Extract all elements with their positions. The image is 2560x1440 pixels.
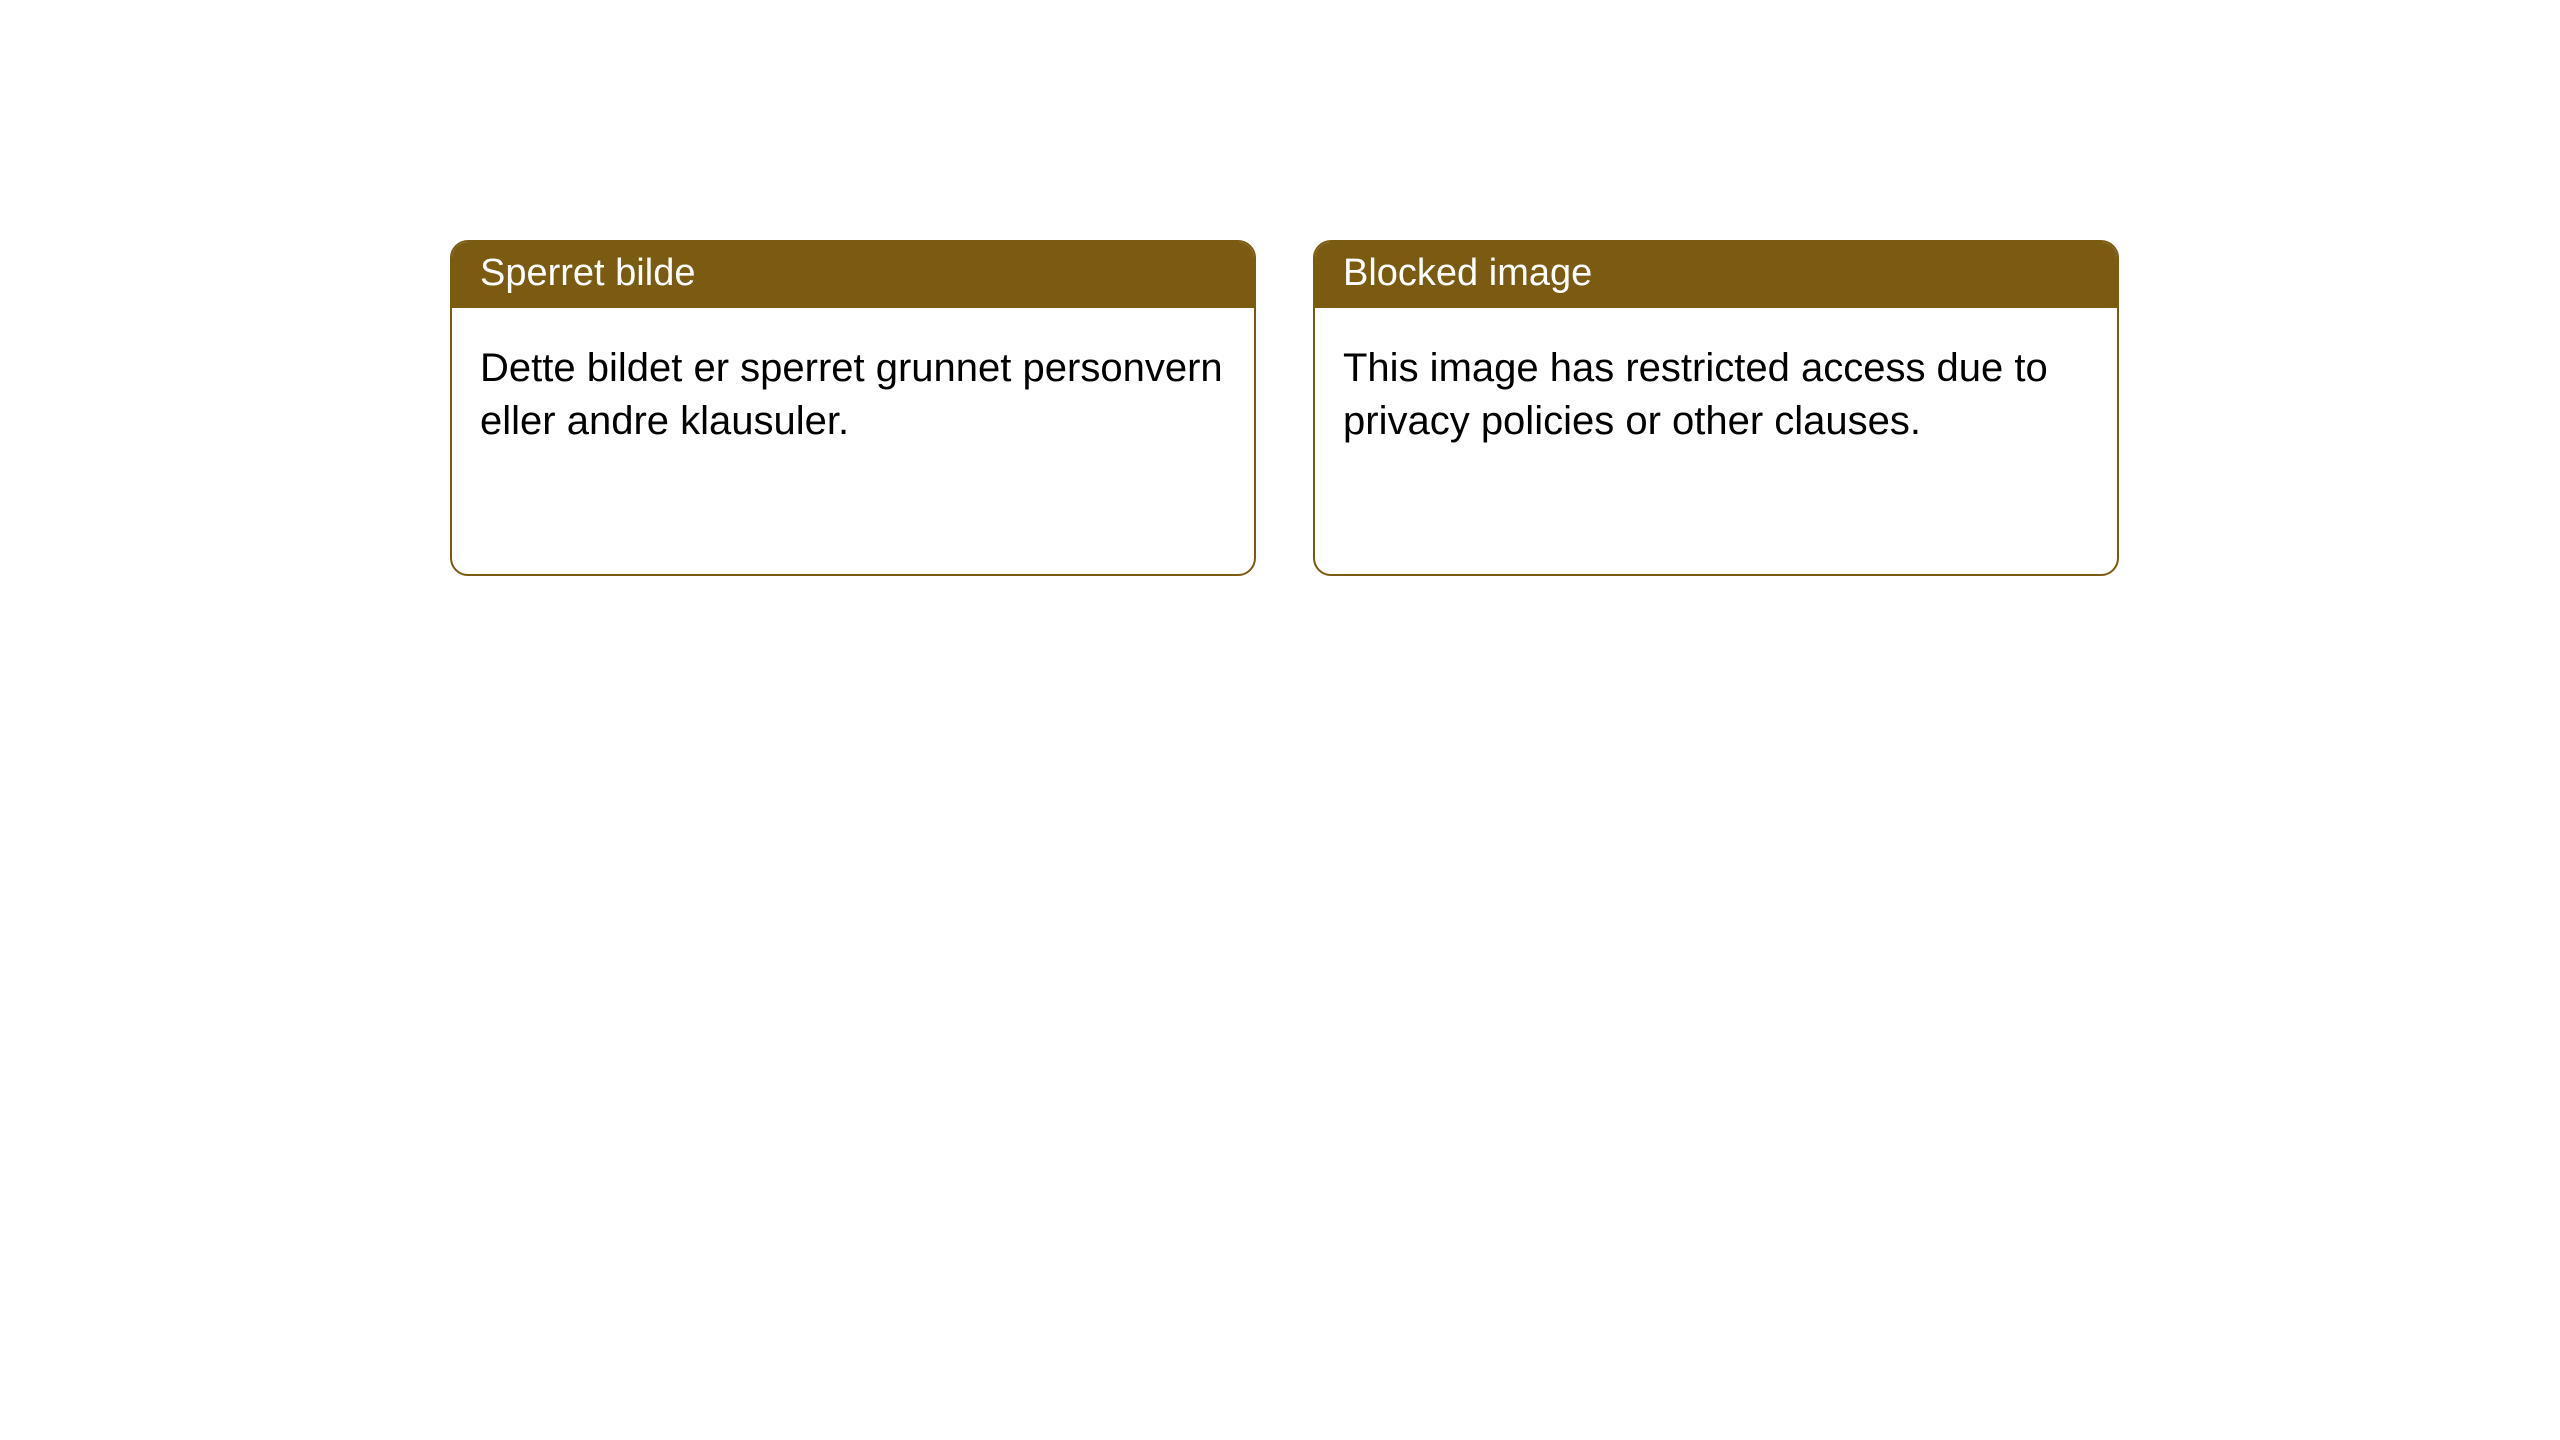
notice-card-norwegian: Sperret bilde Dette bildet er sperret gr… (450, 240, 1256, 576)
notice-body: This image has restricted access due to … (1315, 308, 2117, 482)
notice-title: Blocked image (1315, 242, 2117, 308)
notice-title: Sperret bilde (452, 242, 1254, 308)
notice-container: Sperret bilde Dette bildet er sperret gr… (0, 0, 2560, 576)
notice-card-english: Blocked image This image has restricted … (1313, 240, 2119, 576)
notice-body: Dette bildet er sperret grunnet personve… (452, 308, 1254, 482)
